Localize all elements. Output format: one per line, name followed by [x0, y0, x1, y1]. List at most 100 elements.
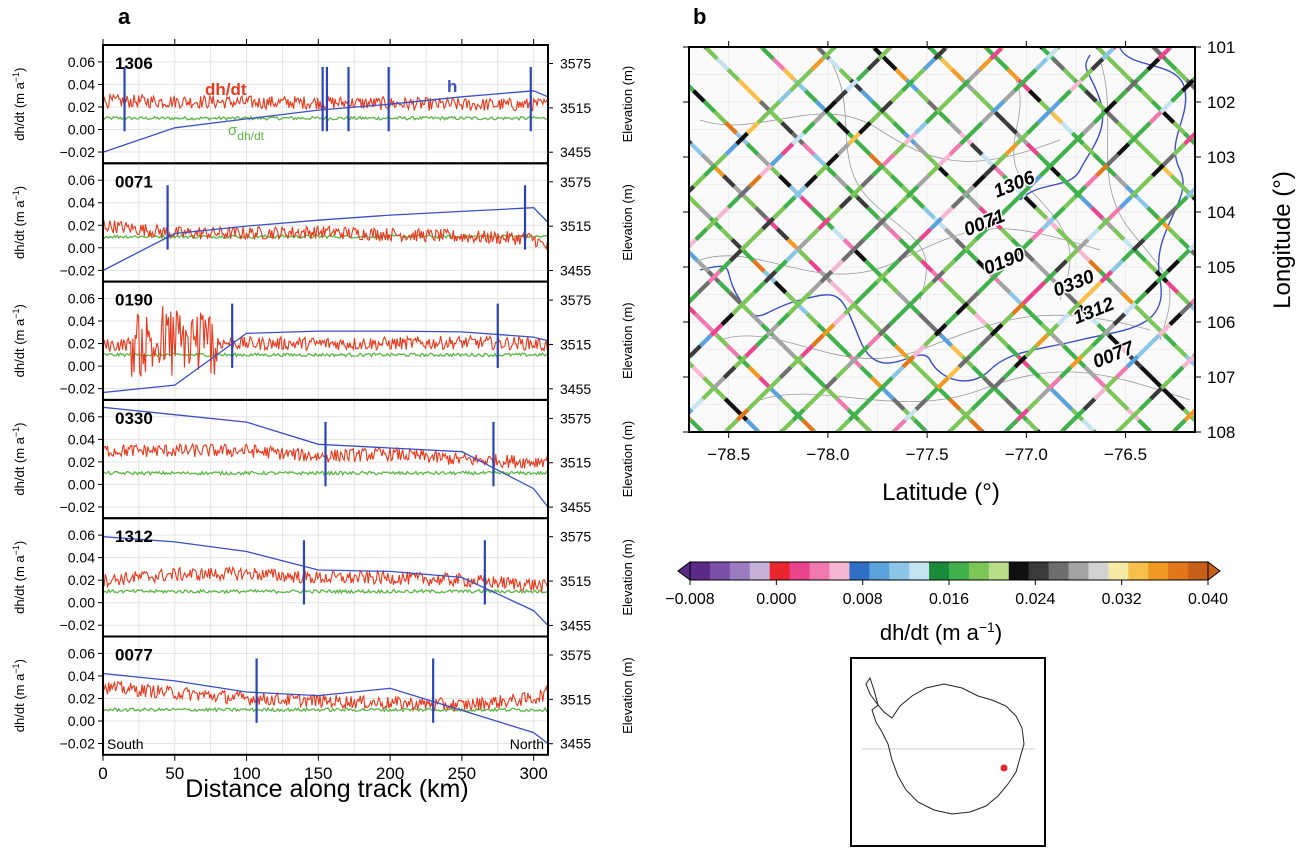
track-segment [692, 174, 706, 188]
track-segment [860, 174, 874, 188]
track-segment [689, 142, 704, 156]
track-segment [1086, 227, 1101, 241]
track-segment [722, 174, 736, 188]
track-segment [825, 153, 840, 167]
track-segment [1028, 174, 1042, 188]
track-segment [746, 121, 760, 135]
track-segment [1288, 346, 1299, 357]
track-segment [991, 99, 1006, 114]
track-id-label: 0190 [115, 291, 153, 310]
track-segment [1125, 78, 1139, 93]
track-segment [1194, 407, 1195, 409]
track-segment [450, 293, 461, 304]
track-segment [1009, 248, 1023, 263]
track-segment [775, 227, 790, 241]
track-segment [1223, 282, 1234, 293]
track-segment [483, 48, 494, 59]
track-segment [1163, 333, 1177, 348]
track-segment [1101, 323, 1116, 337]
track-segment [517, 303, 528, 314]
track-segment [1230, 123, 1241, 134]
track-segment [1053, 280, 1068, 295]
track-segment [1067, 301, 1081, 316]
track-segment [857, 142, 872, 156]
track-segment [1258, 261, 1269, 272]
track-segment [1161, 153, 1176, 167]
track-segment [537, 441, 548, 452]
north-label: North [510, 736, 544, 752]
track-segment [748, 89, 762, 103]
track-segment [1099, 269, 1114, 284]
track-segment [837, 418, 851, 432]
track-segment [1142, 227, 1157, 241]
track-segment [996, 206, 1010, 220]
colorbar-swatch [1148, 562, 1169, 580]
right-axis-label: Elevation (m) [620, 657, 635, 734]
track-segment [881, 153, 896, 167]
track-segment [392, 70, 403, 81]
y2-tick-label: 3575 [560, 292, 591, 308]
track-segment [781, 418, 795, 432]
track-segment [971, 365, 986, 380]
track-segment [418, 261, 429, 272]
dhdt-line-1312 [102, 565, 548, 593]
colorbar-tick-label: 0.024 [1015, 591, 1055, 608]
map-frame [688, 46, 1196, 433]
track-segment [1078, 291, 1092, 305]
track-segment [1271, 325, 1282, 336]
colorbar-swatch [749, 562, 771, 580]
track-segment [1034, 206, 1048, 220]
track-segment [594, 325, 605, 336]
track-segment [644, 208, 655, 219]
track-segment [965, 27, 976, 38]
track-segment [741, 248, 755, 263]
track-segment [1064, 291, 1078, 305]
track-segment [800, 344, 814, 358]
h-line-0077 [102, 672, 549, 745]
track-segment [1123, 301, 1137, 316]
track-segment [691, 365, 706, 380]
track-segment [1015, 131, 1029, 146]
track-segment [803, 365, 818, 380]
colorbar-swatch [1108, 562, 1129, 580]
track-segment [1048, 376, 1062, 390]
track-segment [1000, 312, 1015, 326]
track-segment [1251, 144, 1262, 155]
track-segment [780, 142, 795, 156]
track-segment [1048, 441, 1059, 452]
track-segment [923, 333, 937, 348]
track-segment [1172, 142, 1187, 156]
track-segment [1006, 68, 1021, 82]
track-segment [1090, 57, 1105, 71]
track-segment [1183, 131, 1195, 146]
colorbar-swatch [789, 562, 811, 580]
track-segment [655, 325, 666, 336]
track-segment [993, 153, 1008, 167]
track-segment [689, 408, 694, 416]
track-segment [1277, 335, 1288, 346]
track-segment [1059, 397, 1074, 411]
subplot-1312: 0.06 0.04 0.02 0.00 −0.02 3575 3515 3455 dh/dt (… [11, 517, 635, 638]
track-segment [862, 227, 877, 241]
track-segment [1071, 408, 1086, 422]
track-segment [1107, 57, 1122, 71]
colorbar-swatch [988, 562, 1010, 580]
track-segment [894, 68, 909, 82]
track-segment [909, 248, 923, 263]
track-segment [693, 312, 708, 326]
track-segment [677, 303, 688, 314]
track-segment [1228, 176, 1239, 187]
y2-tick-label: 3455 [560, 381, 591, 397]
track-segment [599, 218, 610, 229]
track-segment [1011, 301, 1025, 316]
track-segment [1077, 27, 1088, 38]
track-segment [983, 163, 997, 178]
track-segment [345, 133, 356, 144]
track-segment [805, 312, 820, 326]
track-segment [1028, 89, 1042, 103]
track-segment [925, 386, 939, 401]
track-segment [810, 206, 824, 220]
colorbar-tick-label: 0.016 [929, 591, 969, 608]
sigma-line-1312 [102, 588, 549, 595]
